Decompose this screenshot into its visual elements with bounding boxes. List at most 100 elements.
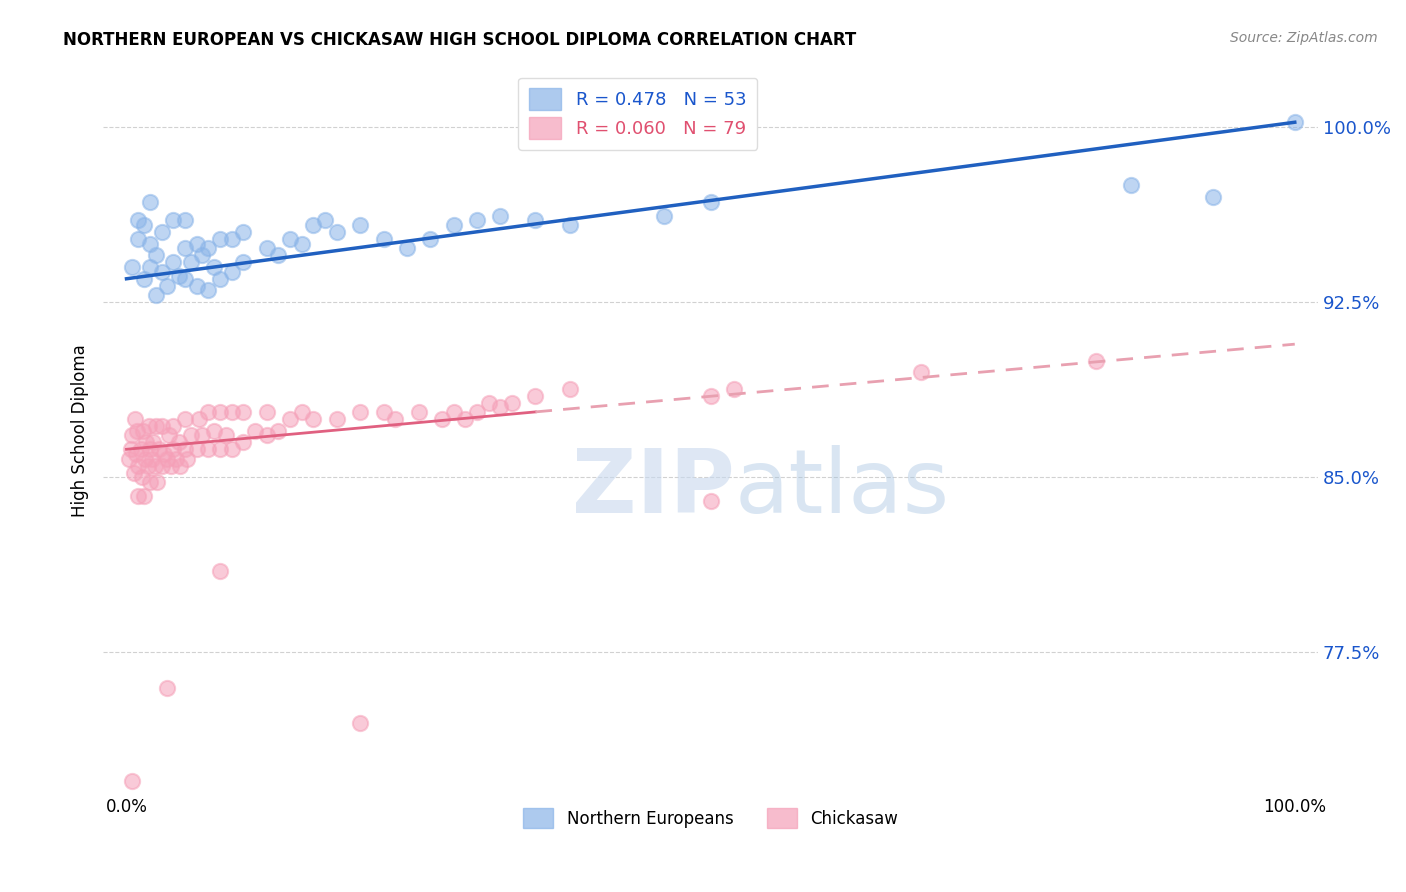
Point [197,405,219,419]
Point [197,284,219,298]
Point [465,405,488,419]
Point [167,269,190,284]
Text: ZIP: ZIP [572,445,735,532]
Point [131,470,153,484]
Point [153,447,176,461]
Point [384,412,406,426]
Point [125,424,148,438]
Point [132,489,155,503]
Point [314,213,336,227]
Point [139,442,162,457]
Point [167,435,190,450]
Text: atlas: atlas [735,445,950,532]
Point [208,272,231,286]
Point [699,194,721,209]
Text: Source: ZipAtlas.com: Source: ZipAtlas.com [1230,31,1378,45]
Point [478,395,501,409]
Point [145,248,167,262]
Point [430,412,453,426]
Point [197,241,219,255]
Point [127,232,149,246]
Point [524,388,547,402]
Point [148,442,170,457]
Point [141,451,163,466]
Point [145,418,167,433]
Point [443,218,465,232]
Point [208,232,231,246]
Point [174,241,197,255]
Point [349,715,371,730]
Point [150,225,173,239]
Point [150,265,173,279]
Point [489,401,512,415]
Point [202,424,225,438]
Point [232,225,254,239]
Point [135,435,157,450]
Point [136,458,159,473]
Point [174,412,197,426]
Point [180,428,202,442]
Point [127,489,149,503]
Point [232,435,254,450]
Point [127,213,149,227]
Point [165,451,187,466]
Point [373,405,395,419]
Point [146,475,169,489]
Point [202,260,225,274]
Point [138,418,160,433]
Point [187,412,209,426]
Point [395,241,418,255]
Point [1085,353,1108,368]
Point [174,213,197,227]
Point [221,265,243,279]
Point [174,272,197,286]
Point [129,442,152,457]
Text: NORTHERN EUROPEAN VS CHICKASAW HIGH SCHOOL DIPLOMA CORRELATION CHART: NORTHERN EUROPEAN VS CHICKASAW HIGH SCHO… [63,31,856,49]
Point [125,447,148,461]
Point [419,232,441,246]
Point [699,493,721,508]
Point [408,405,430,419]
Point [278,232,301,246]
Point [232,405,254,419]
Point [910,365,932,379]
Point [156,451,179,466]
Point [256,428,278,442]
Point [267,248,290,262]
Point [256,405,278,419]
Point [489,209,512,223]
Point [132,424,155,438]
Legend: Northern Europeans, Chickasaw: Northern Europeans, Chickasaw [516,801,904,835]
Point [180,255,202,269]
Point [160,458,183,473]
Point [132,218,155,232]
Point [186,278,208,293]
Point [156,681,179,695]
Point [169,458,191,473]
Point [560,218,582,232]
Point [326,412,349,426]
Point [139,236,162,251]
Point [243,424,266,438]
Point [652,209,675,223]
Point [215,428,238,442]
Point [524,213,547,227]
Point [699,388,721,402]
Point [326,225,349,239]
Point [208,564,231,578]
Point [278,412,301,426]
Point [191,428,214,442]
Point [186,442,208,457]
Point [124,412,146,426]
Point [120,442,142,457]
Point [186,236,208,251]
Point [221,405,243,419]
Point [291,405,314,419]
Point [560,382,582,396]
Point [118,451,141,466]
Point [349,218,371,232]
Point [208,405,231,419]
Point [162,213,184,227]
Point [127,458,149,473]
Point [145,288,167,302]
